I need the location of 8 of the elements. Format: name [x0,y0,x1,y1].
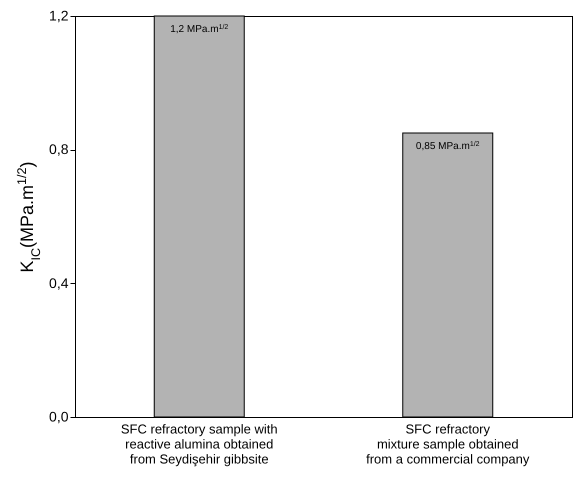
x-tick-label: SFC refractory mixture sample obtained from a commercial company [366,422,530,466]
y-tick-label: 0,4 [49,274,69,291]
data-label: 1,2 MPa.m$^{1/2}$ [170,22,228,35]
x-tick-label: SFC refractory sample with reactive alumina obtained from Seydişehir gibbsite [120,422,278,466]
y-tick-label: 0,0 [49,408,69,424]
data-label: 0,85 MPa.m$^{1/2}$ [416,139,480,152]
y-tick-label: 0,8 [49,141,69,158]
y-tick-label: 1,2 [49,8,69,24]
